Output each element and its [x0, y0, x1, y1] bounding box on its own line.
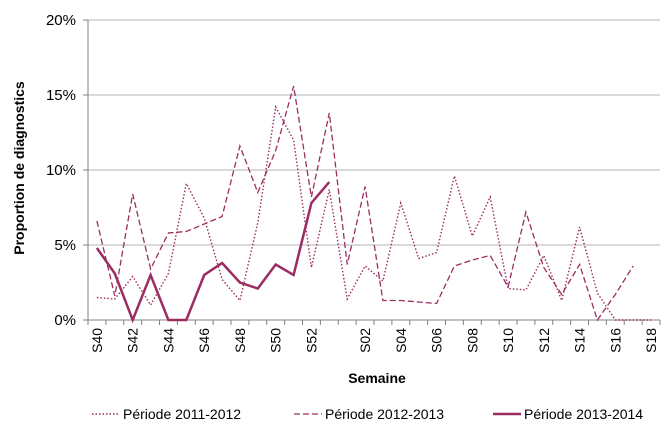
- x-tick-label: S12: [536, 328, 552, 353]
- x-tick-label: S02: [357, 328, 373, 353]
- x-tick-label: S04: [393, 328, 409, 353]
- series-group: [95, 85, 652, 324]
- x-tick-label: S06: [429, 328, 445, 353]
- legend-label: Période 2011-2012: [123, 406, 241, 422]
- x-tick-label: S10: [500, 328, 516, 353]
- x-tick-label: S40: [89, 328, 105, 353]
- y-tick-labels: 0% 5% 10% 15% 20%: [46, 12, 76, 329]
- x-tick-label: S48: [232, 328, 248, 353]
- x-tick-label: S46: [196, 328, 212, 353]
- x-tick-label: S18: [643, 328, 659, 353]
- y-tick-label: 5%: [54, 237, 76, 254]
- x-tick-label: S08: [464, 328, 480, 353]
- x-axis-title: Semaine: [348, 370, 406, 386]
- x-tick-label: S52: [303, 328, 319, 353]
- y-tick-label: 10%: [46, 162, 76, 179]
- axes: [83, 19, 661, 325]
- legend-label: Période 2013-2014: [524, 406, 643, 422]
- gridlines: [88, 19, 660, 246]
- x-tick-label: S44: [160, 328, 176, 353]
- legend-label: Période 2012-2013: [325, 406, 444, 422]
- legend: Période 2011-2012 Période 2012-2013 Périod…: [92, 406, 643, 422]
- x-tick-label: S42: [125, 328, 141, 353]
- y-tick-label: 20%: [46, 12, 76, 29]
- y-tick-label: 15%: [46, 87, 76, 104]
- y-tick-label: 0%: [54, 312, 76, 329]
- x-tick-label: S14: [572, 328, 588, 353]
- x-tick-label: S16: [607, 328, 623, 353]
- series-line: [95, 181, 331, 324]
- x-tick-labels: S40 S42 S44 S46 S48 S50 S52 S02 S04 S06 S08 S10 S12 S…: [89, 328, 659, 353]
- series-line: [96, 104, 652, 321]
- series-line: [96, 85, 634, 322]
- x-tick-label: S50: [268, 328, 284, 353]
- y-axis-title: Proportion de diagnostics: [11, 81, 27, 255]
